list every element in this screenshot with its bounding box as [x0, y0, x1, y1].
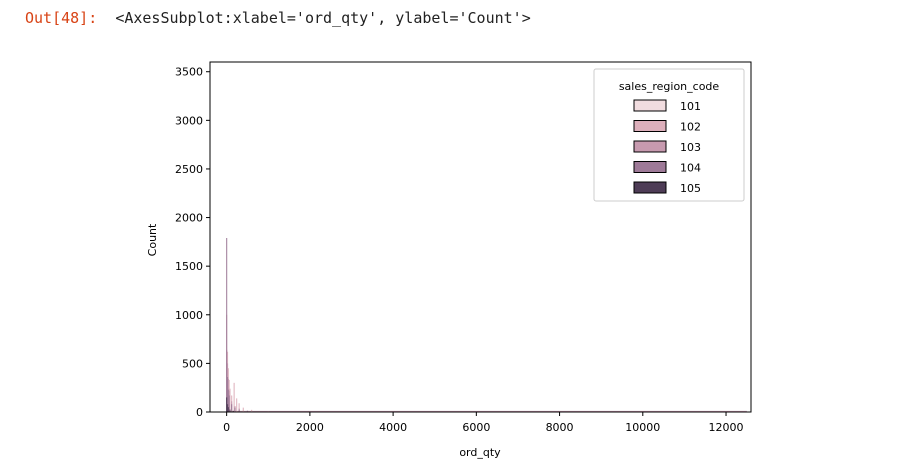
- y-tick-label: 3000: [175, 114, 203, 127]
- x-tick-label: 8000: [546, 421, 574, 434]
- legend-swatch: [633, 161, 667, 173]
- legend-label: 101: [680, 100, 701, 113]
- plot-frame: [209, 61, 752, 413]
- x-tick-label: 10000: [625, 421, 660, 434]
- legend: sales_region_code 101 102 103 104 105: [593, 68, 745, 202]
- series-101: [226, 353, 269, 412]
- y-tick-label: 500: [182, 357, 203, 370]
- legend-label: 103: [680, 141, 701, 154]
- y-tick-label: 2500: [175, 163, 203, 176]
- legend-label: 102: [680, 121, 701, 134]
- x-tick-label: 6000: [462, 421, 490, 434]
- x-axis-label: ord_qty: [459, 446, 501, 459]
- x-tick-label: 2000: [296, 421, 324, 434]
- y-axis-label: Count: [146, 223, 159, 256]
- output-repr: <AxesSubplot:xlabel='ord_qty', ylabel='C…: [115, 9, 531, 27]
- x-tick-label: 0: [223, 421, 230, 434]
- output-prompt: Out[48]:: [25, 9, 98, 27]
- x-tick-label: 12000: [709, 421, 744, 434]
- y-tick-label: 1500: [175, 260, 203, 273]
- series-102: [226, 314, 269, 412]
- legend-title: sales_region_code: [619, 80, 720, 93]
- y-tick-label: 2000: [175, 212, 203, 225]
- output-line: Out[48]: <AxesSubplot:xlabel='ord_qty', …: [25, 9, 531, 27]
- legend-swatch: [633, 99, 667, 112]
- series-105: [226, 397, 240, 412]
- y-tick-label: 1000: [175, 309, 203, 322]
- series-104: [226, 237, 265, 412]
- series-103: [226, 349, 261, 412]
- legend-swatch: [633, 140, 667, 153]
- y-tick-label: 3500: [175, 66, 203, 79]
- legend-swatch: [633, 120, 667, 132]
- legend-swatch: [633, 181, 667, 194]
- legend-box: [593, 68, 745, 202]
- legend-label: 105: [680, 182, 701, 195]
- legend-label: 104: [680, 162, 701, 175]
- x-tick-label: 4000: [379, 421, 407, 434]
- y-tick-label: 0: [196, 406, 203, 419]
